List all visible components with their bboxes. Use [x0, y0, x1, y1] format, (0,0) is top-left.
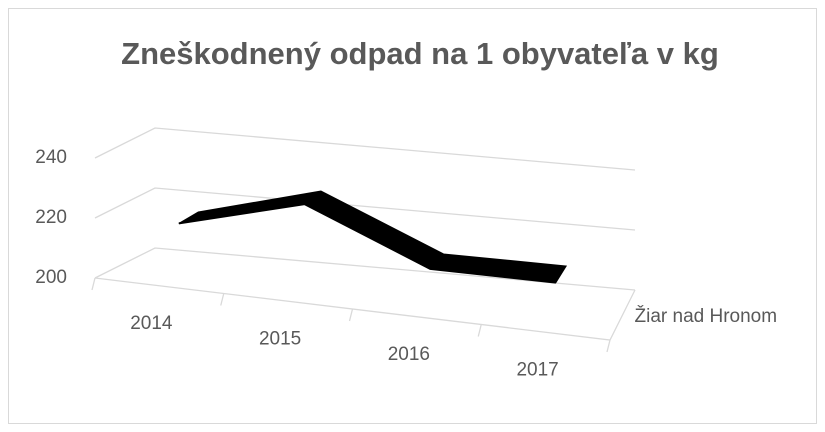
series-label: Žiar nad Hronom [635, 305, 778, 327]
x-tick [477, 324, 482, 337]
x-tick [220, 293, 225, 306]
chart-title: Zneškodnený odpad na 1 obyvateľa v kg [121, 36, 719, 71]
grid-line [94, 247, 636, 291]
x-tick-label: 2016 [388, 344, 430, 365]
x-tick [606, 339, 611, 353]
x-tick-label: 2014 [130, 313, 173, 334]
line [178, 203, 557, 284]
y-tick-label: 240 [35, 147, 67, 168]
y-tick-label: 200 [35, 267, 67, 288]
x-tick-label: 2017 [516, 359, 558, 380]
grid-line [94, 187, 636, 231]
grid-line [94, 127, 636, 171]
x-tick [348, 308, 354, 322]
x-tick [91, 277, 96, 291]
x-tick-label: 2015 [259, 328, 301, 349]
y-tick-label: 220 [35, 207, 67, 228]
chart-area [8, 8, 817, 424]
